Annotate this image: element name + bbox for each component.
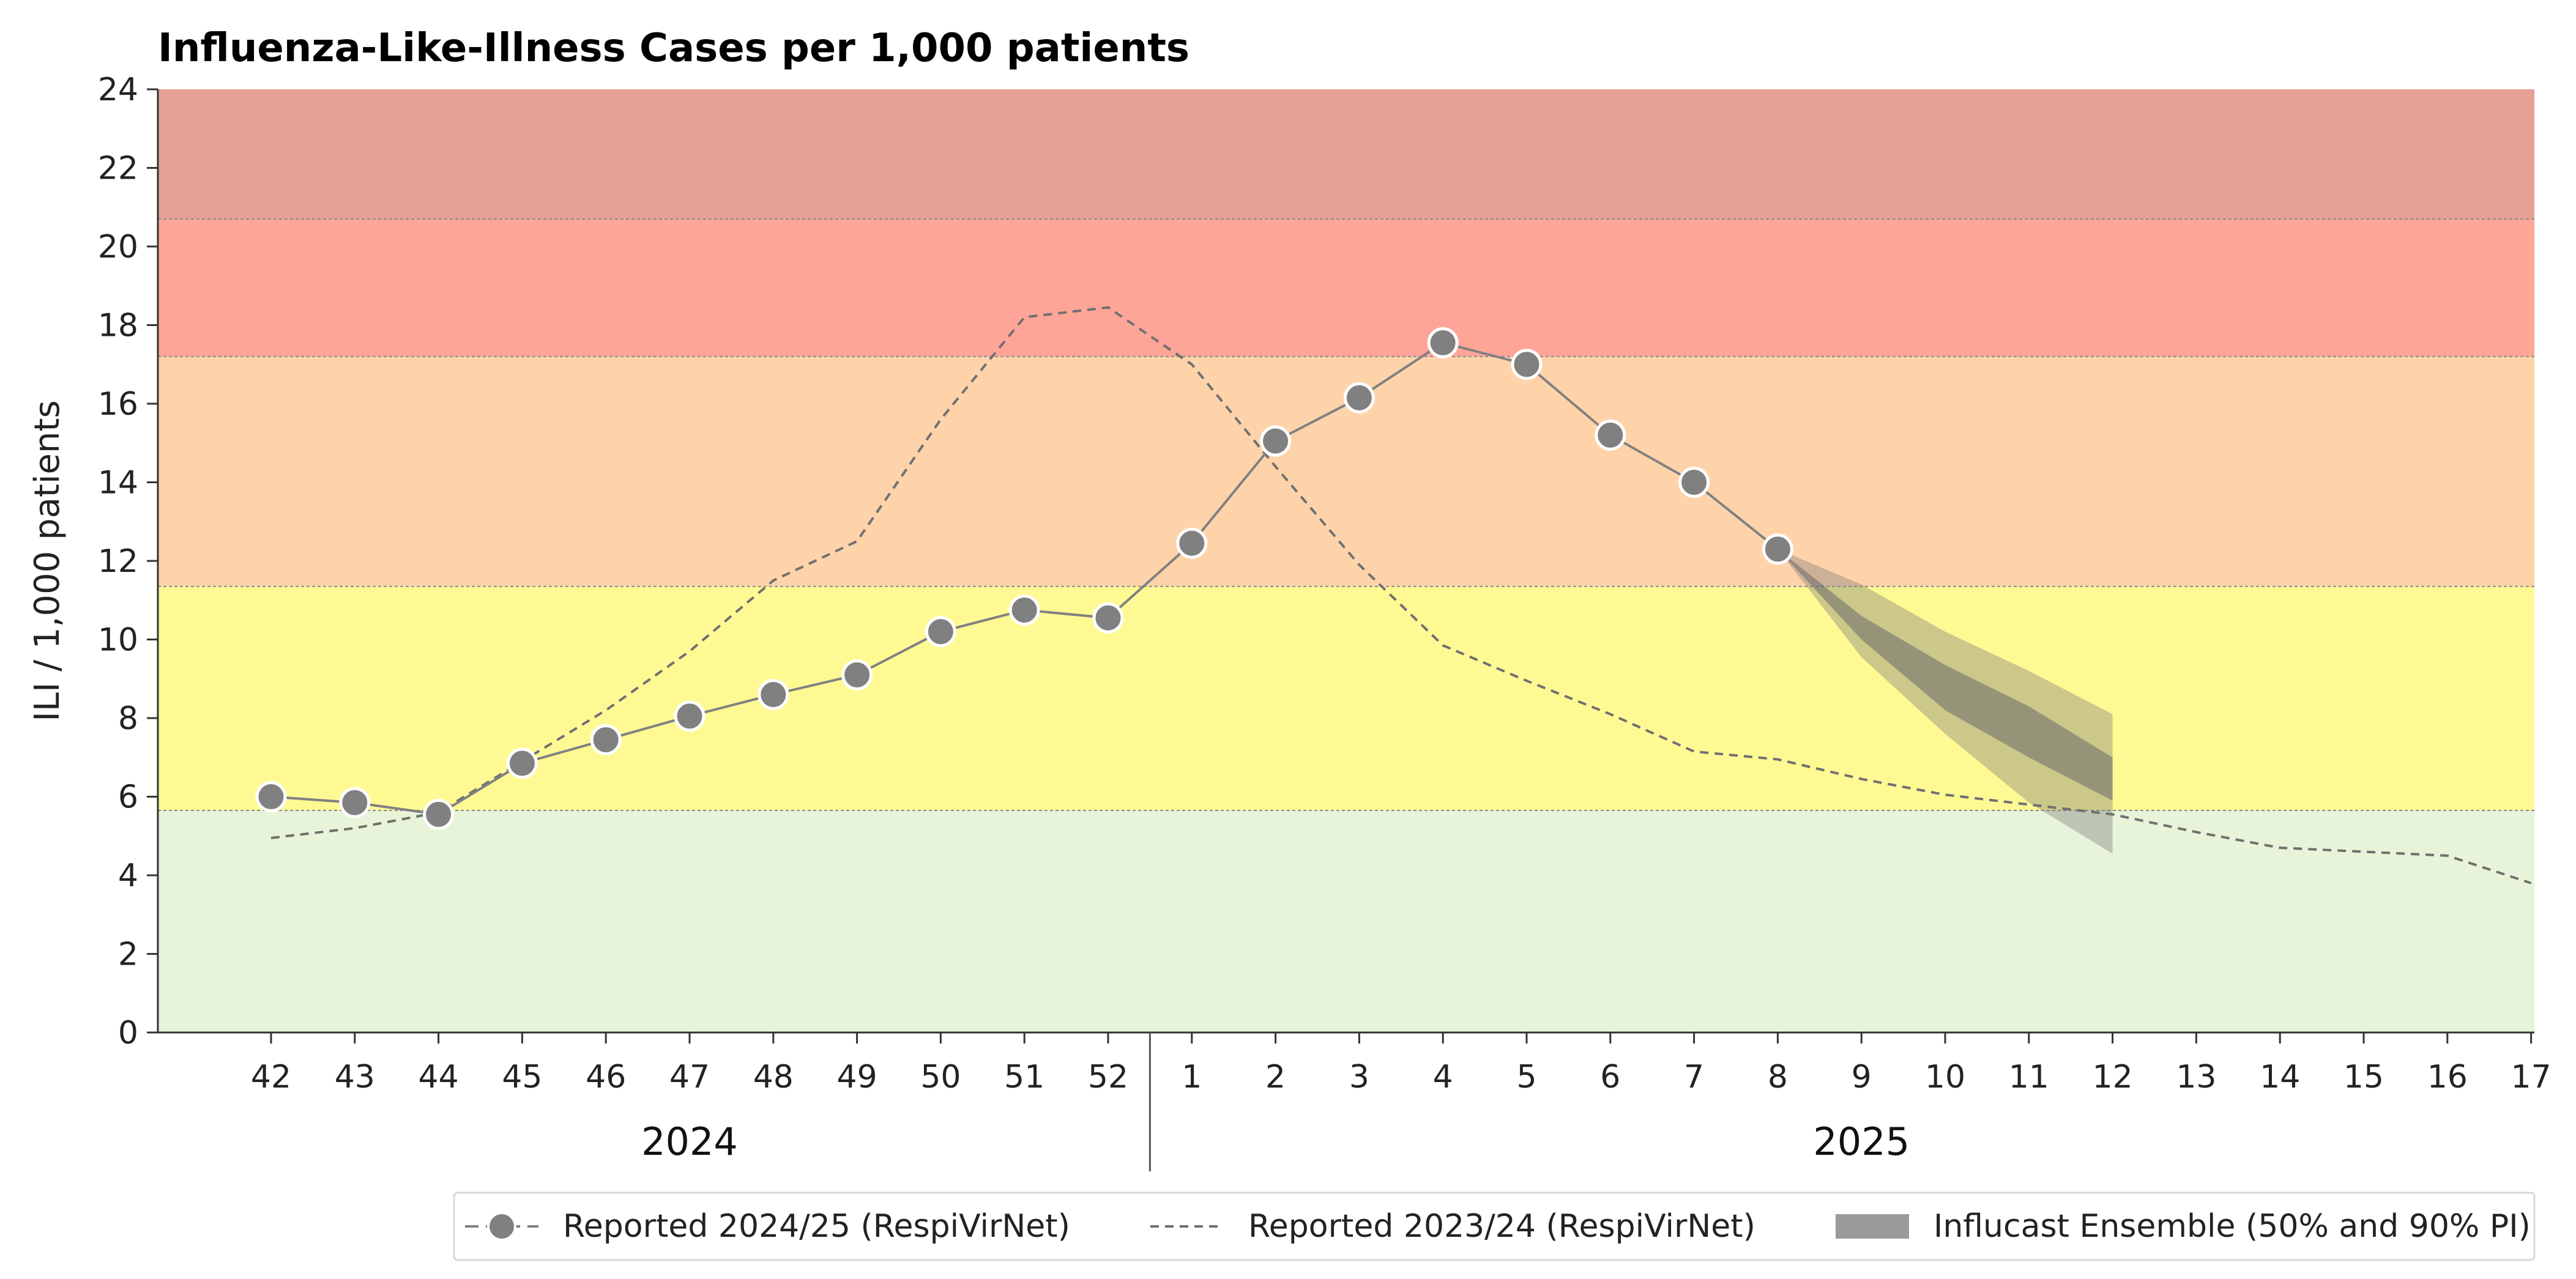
x-tick-label: 11 xyxy=(2009,1059,2049,1095)
y-tick-label: 4 xyxy=(118,858,138,894)
point-2024-25 xyxy=(758,678,789,710)
line-2023-24 xyxy=(270,306,2532,884)
point-2024-25 xyxy=(255,781,287,812)
y-tick-label: 16 xyxy=(98,386,138,423)
point-2024-25 xyxy=(1595,419,1626,451)
point-2024-25 xyxy=(506,747,538,779)
point-2024-25 xyxy=(1008,594,1040,626)
point-2024-25 xyxy=(1176,527,1208,559)
x-tick-label: 3 xyxy=(1349,1059,1369,1095)
point-2024-25 xyxy=(1427,327,1459,358)
x-tick-label: 17 xyxy=(2511,1059,2552,1095)
y-tick-label: 6 xyxy=(118,779,138,816)
y-tick-label: 10 xyxy=(98,622,138,659)
y-tick-label: 2 xyxy=(118,936,138,973)
y-tick-label: 20 xyxy=(98,229,138,265)
threshold-band-3 xyxy=(158,219,2534,357)
threshold-bands xyxy=(158,89,2534,1032)
x-axis: 42 43 44 45 46 47 48 49 50 51 52 1 2 3 4 5 6 7 8 9 10 11 12 13 1… xyxy=(147,1031,2552,1171)
x-tick-label: 45 xyxy=(502,1059,542,1095)
point-2024-25 xyxy=(1092,602,1124,634)
y-tick-label: 8 xyxy=(118,700,138,737)
x-tick-label: 50 xyxy=(920,1059,961,1095)
threshold-band-0 xyxy=(158,810,2534,1032)
forecast-band xyxy=(1778,549,2113,854)
point-2024-25 xyxy=(339,787,371,818)
threshold-band-4 xyxy=(158,89,2534,220)
x-tick-label: 14 xyxy=(2260,1059,2300,1095)
legend-label-2023-24: Reported 2023/24 (RespiVirNet) xyxy=(1248,1208,1755,1245)
threshold-band-1 xyxy=(158,586,2534,810)
x-tick-label: 1 xyxy=(1182,1059,1202,1095)
x-tick-label: 42 xyxy=(251,1059,291,1095)
point-2024-25 xyxy=(1678,467,1710,498)
forecast-50pi xyxy=(1778,549,2113,801)
point-2024-25 xyxy=(674,700,705,732)
x-tick-label: 10 xyxy=(1925,1059,1965,1095)
x-tick-label: 9 xyxy=(1852,1059,1872,1095)
point-2024-25 xyxy=(841,659,873,691)
year-label-2025: 2025 xyxy=(1813,1119,1910,1164)
x-tick-label: 5 xyxy=(1516,1059,1536,1095)
x-tick-label: 16 xyxy=(2427,1059,2468,1095)
x-tick-label: 6 xyxy=(1600,1059,1620,1095)
y-tick-label: 0 xyxy=(118,1015,138,1051)
series-2024-25 xyxy=(255,327,1793,830)
x-tick-label: 8 xyxy=(1768,1059,1788,1095)
x-tick-label: 52 xyxy=(1088,1059,1128,1095)
x-tick-label: 15 xyxy=(2343,1059,2384,1095)
point-2024-25 xyxy=(1511,349,1543,380)
point-2024-25 xyxy=(1343,382,1375,413)
y-tick-label: 18 xyxy=(98,308,138,344)
legend-frame xyxy=(453,1192,2536,1261)
x-tick-label: 43 xyxy=(335,1059,375,1095)
y-tick-label: 24 xyxy=(98,72,138,108)
x-tick-label: 46 xyxy=(586,1059,626,1095)
point-2024-25 xyxy=(590,724,622,755)
y-axis-label: ILI / 1,000 patients xyxy=(28,400,67,721)
legend-label-2024-25: Reported 2024/25 (RespiVirNet) xyxy=(563,1208,1070,1245)
x-tick-label: 7 xyxy=(1684,1059,1704,1095)
legend-swatch-ensemble xyxy=(1836,1214,1909,1239)
point-2024-25 xyxy=(925,616,956,648)
x-tick-label: 48 xyxy=(753,1059,794,1095)
series-2023-24 xyxy=(270,306,2532,884)
x-tick-label: 2 xyxy=(1265,1059,1286,1095)
x-tick-label: 51 xyxy=(1004,1059,1044,1095)
legend-label-ensemble: Influcast Ensemble (50% and 90% PI) xyxy=(1934,1208,2531,1245)
x-tick-label: 4 xyxy=(1433,1059,1453,1095)
x-tick-label: 44 xyxy=(419,1059,459,1095)
y-tick-label: 14 xyxy=(98,465,138,502)
x-tick-label: 12 xyxy=(2093,1059,2133,1095)
legend: Reported 2024/25 (RespiVirNet) Reported … xyxy=(453,1192,2536,1261)
legend-swatch-2024-25-marker xyxy=(487,1212,516,1241)
point-2024-25 xyxy=(1762,533,1793,565)
point-2024-25 xyxy=(1260,425,1292,457)
point-2024-25 xyxy=(423,798,455,830)
x-tick-label: 13 xyxy=(2176,1059,2216,1095)
x-tick-label: 49 xyxy=(837,1059,877,1095)
y-tick-label: 22 xyxy=(98,150,138,187)
chart-title: Influenza-Like-Illness Cases per 1,000 p… xyxy=(158,26,1189,71)
year-label-2024: 2024 xyxy=(641,1119,738,1164)
x-tick-label: 47 xyxy=(669,1059,710,1095)
y-tick-label: 12 xyxy=(98,543,138,580)
